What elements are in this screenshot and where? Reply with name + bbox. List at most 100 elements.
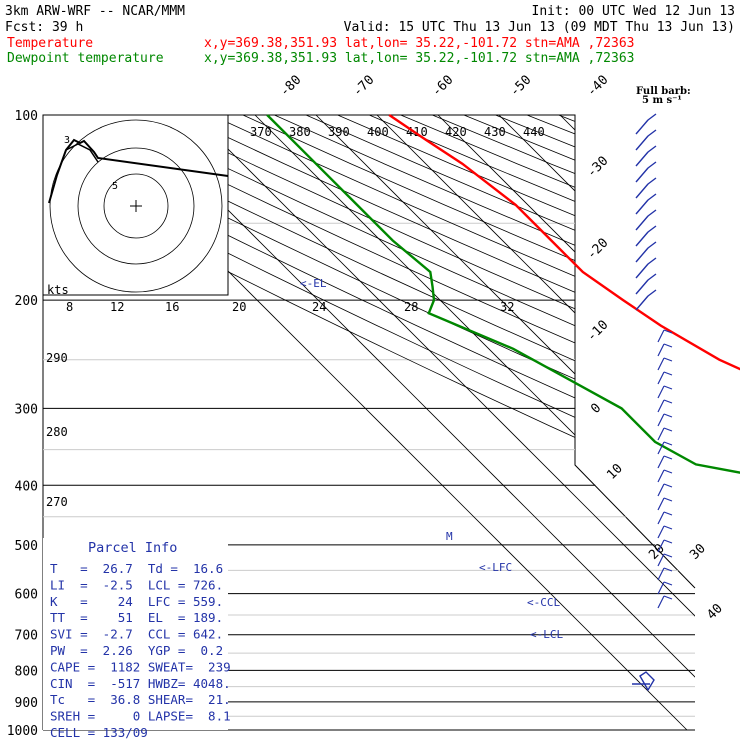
wind-barb [632, 671, 655, 692]
wind-barb [657, 455, 673, 469]
annotation-label: <-CCL [527, 596, 560, 609]
wind-barb [657, 357, 673, 371]
hodograph-ring-label: 5 [112, 181, 118, 192]
theta-label: 440 [523, 125, 545, 139]
parcel-info-row: TT = 51 EL = 189. [50, 610, 223, 625]
dry-adiabat [148, 115, 695, 730]
pressure-tick-label: 200 [15, 294, 38, 309]
temperature-trace [388, 114, 740, 371]
isotherm-label: -40 [584, 73, 611, 100]
isotherm-label: -20 [584, 236, 611, 263]
isotherm-label: 40 [704, 601, 726, 623]
parcel-info-row: LI = -2.5 LCL = 726. [50, 577, 223, 592]
wind-barb [657, 497, 673, 511]
wind-barb [635, 289, 657, 311]
hodograph-ring-label: 3 [64, 135, 70, 146]
wind-barbs [632, 113, 673, 692]
wind-barb [657, 343, 673, 357]
hodograph-axis-label: kts [47, 283, 69, 297]
parcel-info-row: CAPE = 1182 SWEAT= 239 [50, 659, 231, 674]
wind-barb [657, 511, 673, 525]
hodograph-axis-label: 16 [165, 300, 179, 314]
wind-barb [657, 553, 673, 567]
wind-barb [657, 427, 673, 441]
parcel-info-row: SREH = 0 LAPSE= 8.1 [50, 709, 231, 724]
isotherm-label: -80 [277, 73, 304, 100]
isotherm-label: -70 [350, 73, 377, 100]
wind-barb [657, 595, 673, 609]
isotherm-label: 0 [588, 401, 604, 417]
dewpoint-trace [266, 114, 740, 474]
valid-time: Valid: 15 UTC Thu 13 Jun 13 (09 MDT Thu … [344, 20, 735, 35]
pressure-tick-label: 600 [15, 588, 38, 603]
dry-adiabat [558, 115, 695, 730]
parcel-info-row: SVI = -2.7 CCL = 642. [50, 627, 223, 642]
parcel-info-row: K = 24 LFC = 559. [50, 594, 223, 609]
wind-barb [635, 129, 657, 151]
pressure-tick-label: 500 [15, 539, 38, 554]
forecast-hour: Fcst: 39 h [5, 20, 83, 35]
dry-adiabat [590, 115, 695, 730]
pressure-tick-label: 400 [15, 479, 38, 494]
sounding-traces [266, 114, 740, 474]
annotation-label: <-LFC [479, 561, 512, 574]
wind-barb [657, 441, 673, 455]
hodograph-axis-label: 20 [232, 300, 246, 314]
pressure-tick-label: 1000 [7, 724, 38, 739]
hodograph-trace [48, 138, 229, 204]
wind-barb [657, 469, 673, 483]
isotherm [254, 115, 695, 730]
wind-barb [635, 273, 657, 295]
wind-barb [657, 399, 673, 413]
wind-barb [635, 241, 657, 263]
dry-adiabat [463, 115, 695, 730]
annotation-label: <-LCL [530, 628, 563, 641]
wind-barb [657, 525, 673, 539]
wind-barb [657, 371, 673, 385]
hodograph-axis-label: 12 [110, 300, 124, 314]
parcel-info-box: Parcel Info T = 26.7 Td = 16.6LI = -2.5 … [43, 538, 231, 740]
wind-barb [657, 581, 673, 595]
dewpoint-legend-label: Dewpoint temperature [7, 51, 164, 66]
wind-barb [635, 193, 657, 215]
isotherm [437, 115, 695, 730]
dry-adiabat [242, 115, 695, 730]
wind-barb [657, 385, 673, 399]
dry-adiabat-label: 270 [46, 495, 68, 509]
dry-adiabat [43, 115, 695, 730]
barb-legend-title: Full barb: [636, 86, 691, 97]
wind-barb [635, 113, 657, 135]
pressure-tick-label: 800 [15, 664, 38, 679]
temperature-legend-label: Temperature [7, 36, 93, 51]
wind-barb [657, 413, 673, 427]
isotherm-label: -60 [429, 73, 456, 100]
isotherm [193, 115, 695, 730]
isotherm [681, 115, 695, 730]
wind-barb [657, 329, 673, 343]
wind-barb [635, 177, 657, 199]
dewpoint-legend-info: x,y=369.38,351.93 lat,lon= 35.22,-101.72… [204, 51, 634, 66]
theta-label: 430 [484, 125, 506, 139]
parcel-info-row: Tc = 36.8 SHEAR= 21. [50, 692, 231, 707]
model-title: 3km ARW-WRF -- NCAR/MMM [5, 4, 185, 19]
dry-adiabat [43, 115, 695, 730]
pressure-tick-label: 700 [15, 629, 38, 644]
isotherm-label: 30 [687, 541, 709, 563]
annotation-label: <-EL [300, 277, 327, 290]
wind-barb [635, 145, 657, 167]
pressure-tick-label: 100 [15, 109, 38, 124]
isotherm-label: -10 [584, 318, 611, 345]
pressure-tick-label: 300 [15, 402, 38, 417]
hodograph-axis-label: 28 [404, 300, 418, 314]
isotherm-label: -50 [507, 73, 534, 100]
hodograph-axis-label: 8 [66, 300, 73, 314]
wind-barb [657, 483, 673, 497]
pressure-tick-label: 900 [15, 696, 38, 711]
parcel-info-row: T = 26.7 Td = 16.6 [50, 561, 223, 576]
theta-label: 380 [289, 125, 311, 139]
dry-adiabat [53, 115, 695, 730]
hodograph-axis-label: 32 [500, 300, 514, 314]
wind-barb [635, 257, 657, 279]
isotherm [559, 115, 695, 730]
theta-label: 400 [367, 125, 389, 139]
